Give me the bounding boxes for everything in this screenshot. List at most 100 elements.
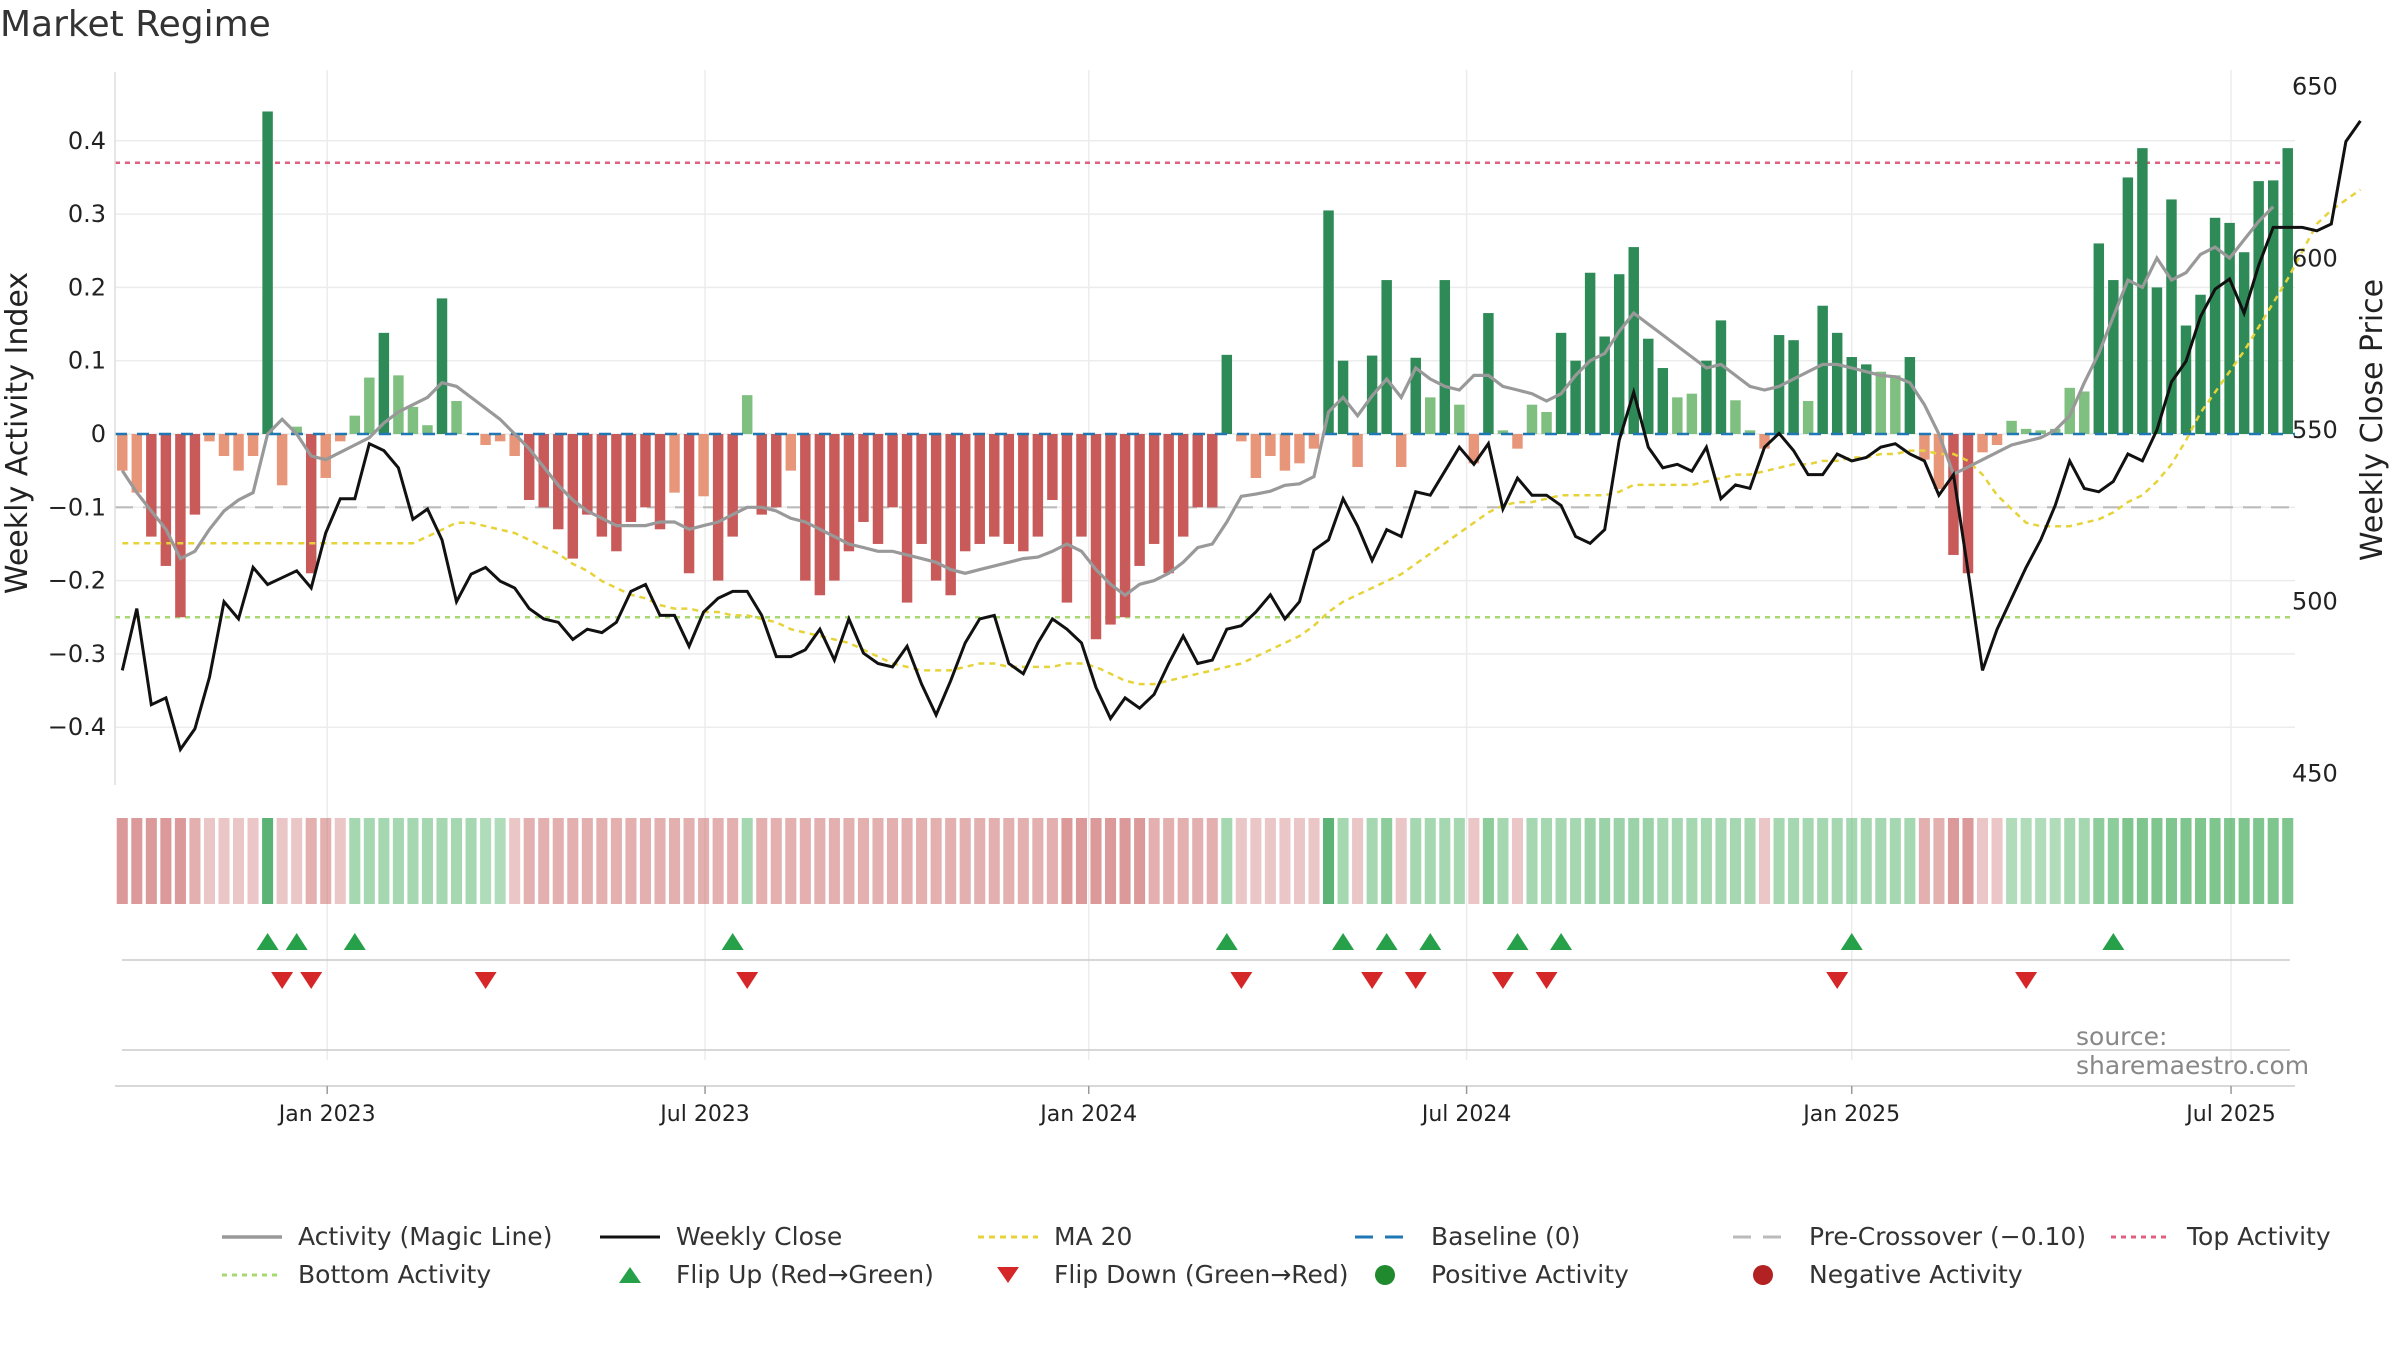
legend-swatch: [222, 1234, 282, 1239]
regime-strip: [683, 818, 695, 904]
regime-strip: [712, 818, 724, 904]
regime-strip: [1860, 818, 1872, 904]
flip-markers: [122, 933, 2290, 989]
regime-strip: [392, 818, 404, 904]
activity-bar: [1948, 434, 1959, 555]
right-tick-label: 600: [2292, 244, 2338, 272]
activity-bar: [1061, 434, 1073, 603]
regime-strip: [1773, 818, 1785, 904]
activity-bar: [1454, 404, 1465, 434]
left-tick-label: −0.1: [48, 493, 106, 521]
activity-bar: [160, 434, 172, 566]
activity-bar: [117, 434, 128, 471]
regime-strip: [1134, 818, 1146, 904]
legend-swatch: [978, 1235, 1038, 1238]
activity-bar: [1977, 434, 1988, 453]
activity-bar: [451, 401, 462, 434]
regime-strip: [1613, 818, 1625, 904]
activity-bar: [349, 415, 361, 434]
activity-bar: [1425, 397, 1436, 434]
regime-strip: [1453, 818, 1465, 904]
activity-bar: [567, 434, 579, 559]
regime-strip: [828, 818, 840, 904]
flip-up-marker: [1215, 933, 1238, 950]
right-axis-label: Weekly Close Price: [2355, 279, 2390, 561]
right-tick-label: 550: [2292, 416, 2338, 444]
activity-bar: [887, 434, 898, 508]
legend-ma20: MA 20: [978, 1222, 1132, 1251]
activity-bar: [1018, 434, 1029, 552]
regime-strip: [1918, 818, 1930, 904]
regime-strip: [2238, 818, 2250, 904]
legend-positive-activity: Positive Activity: [1355, 1260, 1629, 1289]
regime-strip: [1090, 818, 1102, 904]
regime-strip: [1584, 818, 1596, 904]
right-tick-label: 650: [2292, 73, 2338, 101]
activity-bar: [509, 434, 520, 456]
activity-bar: [1584, 272, 1596, 434]
activity-bar: [1221, 354, 1233, 434]
activity-bar: [480, 434, 491, 445]
activity-bar: [523, 434, 535, 500]
activity-bar: [712, 434, 724, 581]
x-tick-label: Jul 2023: [658, 1102, 750, 1127]
legend-top-activity: Top Activity: [2111, 1222, 2331, 1251]
flip-down-marker: [1230, 972, 1253, 989]
flip-up-marker: [2102, 933, 2125, 950]
activity-bar: [2079, 391, 2090, 434]
market-regime-chart: 0.4 0.3 0.2 0.1 0 −0.1 −0.2 −0.3 −0.4 650 600 550 50…: [0, 70, 2390, 1127]
main-axes: 0.4 0.3 0.2 0.1 0 −0.1 −0.2 −0.3 −0.4 650 600 550 50…: [0, 72, 2390, 787]
regime-strip: [203, 818, 215, 904]
activity-bar: [1381, 280, 1392, 434]
regime-strip: [1221, 818, 1233, 904]
regime-strip: [1017, 818, 1029, 904]
regime-strip: [1599, 818, 1611, 904]
regime-strip: [959, 818, 971, 904]
flip-up-marker: [285, 933, 308, 950]
regime-strip: [1962, 818, 1974, 904]
activity-bar: [959, 434, 971, 552]
activity-bar: [189, 434, 201, 515]
regime-strip: [1846, 818, 1858, 904]
activity-bar: [2282, 148, 2293, 434]
regime-strip: [2035, 818, 2047, 904]
activity-bar: [916, 434, 927, 544]
activity-bar: [1090, 434, 1102, 640]
activity-bar: [1861, 364, 1872, 434]
regime-strip: [567, 818, 579, 904]
activity-bar: [436, 298, 448, 434]
activity-bar: [1410, 357, 1421, 434]
activity-bar: [1207, 434, 1218, 508]
activity-bar: [843, 434, 855, 552]
legend-label: Flip Up (Red→Green): [676, 1260, 934, 1289]
activity-bar: [1759, 434, 1770, 449]
regime-strip: [1511, 818, 1523, 904]
regime-strip: [421, 818, 433, 904]
regime-strip: [523, 818, 535, 904]
regime-strip: [2107, 818, 2119, 904]
activity-bar: [1701, 360, 1712, 434]
activity-bar: [1003, 434, 1015, 544]
activity-bar: [596, 434, 608, 537]
regime-strip: [1424, 818, 1436, 904]
regime-strip: [1206, 818, 1218, 904]
activity-bar: [785, 434, 797, 471]
regime-strip: [465, 818, 477, 904]
activity-bar: [1715, 320, 1727, 434]
left-tick-label: 0.2: [68, 273, 106, 301]
regime-strip: [116, 818, 128, 904]
x-tick-label: Jan 2023: [277, 1102, 376, 1127]
regime-strip: [901, 818, 913, 904]
regime-strip: [131, 818, 143, 904]
regime-strip: [1831, 818, 1843, 904]
activity-bar: [1119, 434, 1131, 618]
regime-strip: [2253, 818, 2265, 904]
activity-bar: [1439, 280, 1451, 434]
regime-strip: [974, 818, 986, 904]
regime-strip: [1759, 818, 1771, 904]
legend-swatch: [222, 1273, 282, 1276]
regime-strip: [1788, 818, 1800, 904]
regime-strip: [494, 818, 506, 904]
regime-strip: [1323, 818, 1335, 904]
regime-strip: [1541, 818, 1553, 904]
